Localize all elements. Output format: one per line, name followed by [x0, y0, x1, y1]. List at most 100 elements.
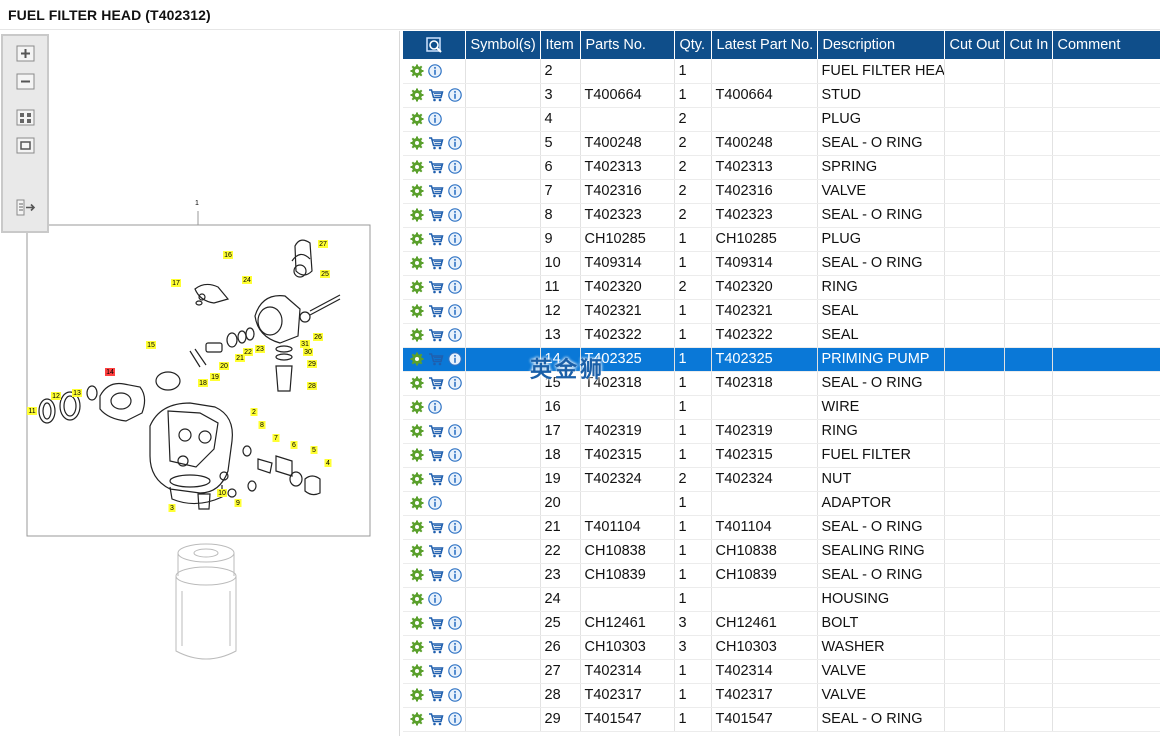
info-icon[interactable] [448, 88, 462, 102]
row-symbols[interactable] [403, 587, 466, 612]
callout-16[interactable]: 16 [223, 251, 233, 259]
row-symbols[interactable] [403, 299, 466, 324]
callout-31[interactable]: 31 [300, 340, 310, 348]
row-symbols[interactable] [403, 371, 466, 396]
add-to-cart-icon[interactable] [428, 304, 444, 318]
row-symbols[interactable] [403, 83, 466, 108]
table-row[interactable]: 6 T402313 2 T402313 SPRING [403, 155, 1160, 180]
add-to-cart-icon[interactable] [428, 280, 444, 294]
callout-22[interactable]: 22 [243, 348, 253, 356]
info-icon[interactable] [448, 352, 462, 366]
callout-9[interactable]: 9 [234, 499, 242, 507]
info-icon[interactable] [448, 136, 462, 150]
info-icon[interactable] [428, 592, 442, 606]
callout-14[interactable]: 14 [105, 368, 115, 376]
callout-19[interactable]: 19 [210, 373, 220, 381]
callout-25[interactable]: 25 [320, 270, 330, 278]
callout-3[interactable]: 3 [168, 504, 176, 512]
row-symbols[interactable] [403, 131, 466, 156]
callout-12[interactable]: 12 [51, 392, 61, 400]
table-row[interactable]: 10 T409314 1 T409314 SEAL - O RING [403, 251, 1160, 276]
info-icon[interactable] [448, 472, 462, 486]
row-symbols[interactable] [403, 611, 466, 636]
callout-29[interactable]: 29 [307, 360, 317, 368]
table-row[interactable]: 2 1 FUEL FILTER HEAD [403, 59, 1160, 84]
info-icon[interactable] [448, 664, 462, 678]
add-to-cart-icon[interactable] [428, 712, 444, 726]
table-row[interactable]: 3 T400664 1 T400664 STUD [403, 83, 1160, 108]
add-to-cart-icon[interactable] [428, 544, 444, 558]
row-symbols[interactable] [403, 395, 466, 420]
row-symbols[interactable] [403, 707, 466, 732]
table-row[interactable]: 9 CH10285 1 CH10285 PLUG [403, 227, 1160, 252]
row-symbols[interactable] [403, 515, 466, 540]
callout-27[interactable]: 27 [318, 240, 328, 248]
info-icon[interactable] [448, 448, 462, 462]
row-symbols[interactable] [403, 107, 466, 132]
add-to-cart-icon[interactable] [428, 520, 444, 534]
callout-21[interactable]: 21 [235, 354, 245, 362]
table-row[interactable]: 20 1 ADAPTOR [403, 491, 1160, 516]
column-header-item[interactable]: Item [540, 31, 581, 59]
row-symbols[interactable] [403, 491, 466, 516]
table-row[interactable]: 17 T402319 1 T402319 RING [403, 419, 1160, 444]
row-symbols[interactable] [403, 227, 466, 252]
callout-13[interactable]: 13 [72, 389, 82, 397]
fit-view-button[interactable] [15, 108, 37, 128]
diagram-pane[interactable]: 1 2 3 4 5 6 7 8 9 10 11 12 13 14 15 16 17 18 19 20 21 22 23 24 2… [0, 31, 400, 736]
row-symbols[interactable] [403, 203, 466, 228]
column-header-description[interactable]: Description [817, 31, 945, 59]
add-to-cart-icon[interactable] [428, 424, 444, 438]
callout-2[interactable]: 2 [250, 408, 258, 416]
info-icon[interactable] [448, 184, 462, 198]
table-row[interactable]: 19 T402324 2 T402324 NUT [403, 467, 1160, 492]
add-to-cart-icon[interactable] [428, 472, 444, 486]
table-row[interactable]: 7 T402316 2 T402316 VALVE [403, 179, 1160, 204]
table-row[interactable]: 4 2 PLUG [403, 107, 1160, 132]
row-symbols[interactable] [403, 251, 466, 276]
actual-size-button[interactable] [15, 136, 37, 156]
row-symbols[interactable] [403, 347, 466, 372]
info-icon[interactable] [448, 640, 462, 654]
add-to-cart-icon[interactable] [428, 352, 444, 366]
table-row[interactable]: 25 CH12461 3 CH12461 BOLT [403, 611, 1160, 636]
add-to-cart-icon[interactable] [428, 688, 444, 702]
callout-10[interactable]: 10 [217, 489, 227, 497]
info-icon[interactable] [448, 616, 462, 630]
column-header-comment[interactable]: Comment [1052, 31, 1160, 59]
row-symbols[interactable] [403, 443, 466, 468]
callout-17[interactable]: 17 [171, 279, 181, 287]
callout-5[interactable]: 5 [310, 446, 318, 454]
zoom-out-button[interactable] [15, 72, 37, 92]
row-symbols[interactable] [403, 659, 466, 684]
info-icon[interactable] [448, 376, 462, 390]
add-to-cart-icon[interactable] [428, 568, 444, 582]
info-icon[interactable] [448, 544, 462, 558]
row-symbols[interactable] [403, 467, 466, 492]
callout-28[interactable]: 28 [307, 382, 317, 390]
add-to-cart-icon[interactable] [428, 616, 444, 630]
add-to-cart-icon[interactable] [428, 232, 444, 246]
add-to-cart-icon[interactable] [428, 256, 444, 270]
add-to-cart-icon[interactable] [428, 448, 444, 462]
callout-18[interactable]: 18 [198, 379, 208, 387]
table-row[interactable]: 26 CH10303 3 CH10303 WASHER [403, 635, 1160, 660]
callout-6[interactable]: 6 [290, 441, 298, 449]
add-to-cart-icon[interactable] [428, 136, 444, 150]
add-to-cart-icon[interactable] [428, 160, 444, 174]
table-row[interactable]: 24 1 HOUSING [403, 587, 1160, 612]
column-header-latest-part-no[interactable]: Latest Part No. [711, 31, 818, 59]
table-row[interactable]: 14 T402325 1 T402325 PRIMING PUMP [403, 347, 1160, 372]
row-symbols[interactable] [403, 683, 466, 708]
info-icon[interactable] [428, 496, 442, 510]
column-search-header[interactable] [403, 31, 466, 59]
info-icon[interactable] [448, 256, 462, 270]
add-to-cart-icon[interactable] [428, 376, 444, 390]
column-header-cut-in[interactable]: Cut In [1004, 31, 1053, 59]
callout-4[interactable]: 4 [324, 459, 332, 467]
row-symbols[interactable] [403, 563, 466, 588]
table-row[interactable]: 29 T401547 1 T401547 SEAL - O RING [403, 707, 1160, 732]
row-symbols[interactable] [403, 539, 466, 564]
row-symbols[interactable] [403, 323, 466, 348]
column-header-cut-out[interactable]: Cut Out [944, 31, 1005, 59]
